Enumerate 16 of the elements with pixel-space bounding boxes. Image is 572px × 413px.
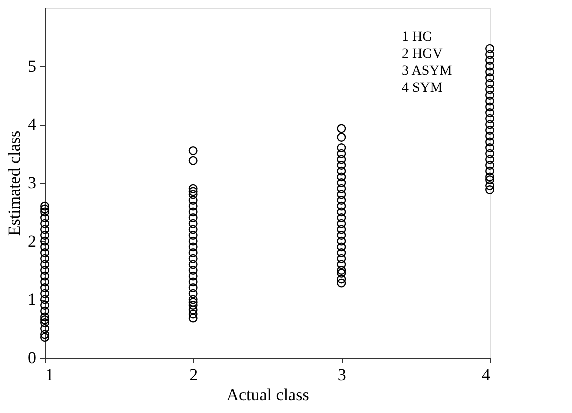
x-tick-label: 4	[482, 366, 491, 384]
y-tick-label: 2	[28, 232, 36, 251]
annotation: 2 HGV	[402, 47, 443, 62]
y-tick-label: 0	[28, 348, 36, 368]
x-axis-title: Actual class	[226, 386, 310, 404]
y-tick-label: 5	[28, 56, 36, 76]
y-tick-label: 3	[28, 174, 36, 192]
y-axis-title: Estimated class	[5, 130, 24, 236]
x-tick-label: 2	[190, 366, 198, 384]
annotation: 4 SYM	[402, 81, 444, 96]
annotation: 1 HG	[402, 30, 433, 45]
x-tick-label: 1	[46, 366, 54, 384]
annotation: 3 ASYM	[402, 64, 453, 79]
y-tick-label: 1	[28, 290, 36, 310]
x-tick-label: 3	[338, 366, 346, 384]
y-tick-label: 4	[28, 115, 37, 134]
